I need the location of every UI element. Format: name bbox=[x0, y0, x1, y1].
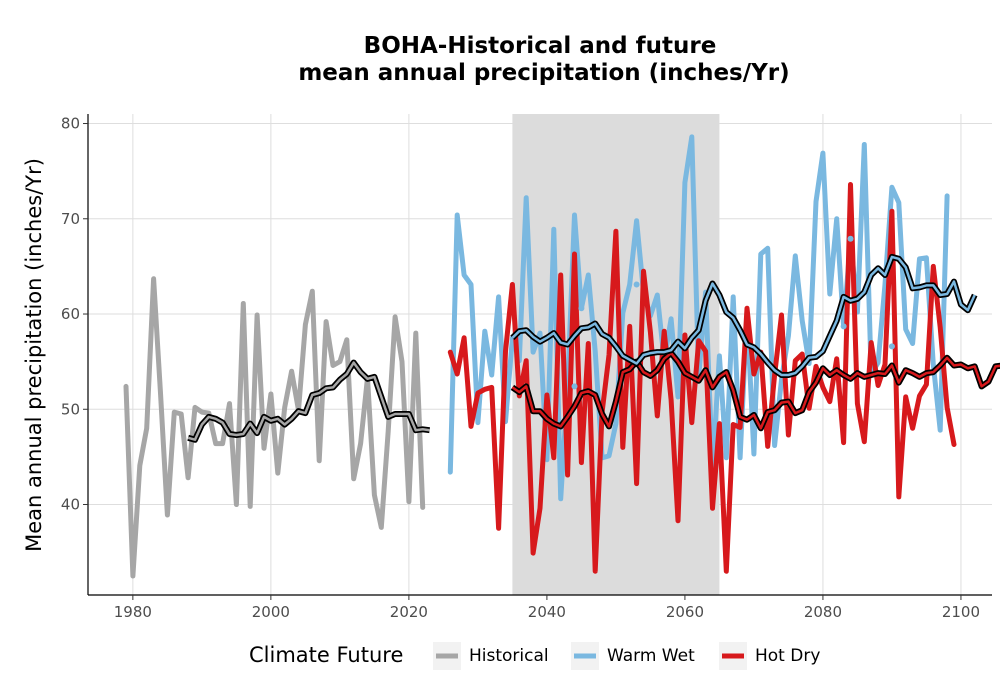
x-tick-label: 2060 bbox=[666, 603, 704, 621]
y-tick-label: 80 bbox=[61, 115, 80, 133]
x-tick-label: 2080 bbox=[804, 603, 842, 621]
plot-area: 1980 2000 2020 2040 2060 2080 2100 40 50 60 70 80 bbox=[61, 114, 1000, 621]
warm-wet-point bbox=[571, 383, 578, 390]
chart-title: BOHA-Historical and future bbox=[364, 33, 717, 59]
y-tick-label: 70 bbox=[61, 210, 80, 228]
warm-wet-point bbox=[633, 281, 640, 288]
smooth-line-hot-dry bbox=[511, 351, 1000, 430]
legend-item-historical: Historical bbox=[433, 642, 549, 670]
series-layer bbox=[123, 134, 1000, 579]
warm-wet-point bbox=[578, 305, 585, 312]
y-ticks: 40 50 60 70 80 bbox=[61, 115, 88, 514]
smooth-line-historical bbox=[187, 361, 430, 441]
legend-title: Climate Future bbox=[249, 643, 403, 667]
legend: Climate Future Historical Warm Wet Hot D… bbox=[249, 642, 820, 670]
chart-subtitle: mean annual precipitation (inches/Yr) bbox=[298, 60, 789, 86]
series-line-hot-dry bbox=[447, 182, 957, 574]
legend-label-warm-wet: Warm Wet bbox=[607, 646, 695, 666]
legend-item-hot-dry: Hot Dry bbox=[719, 642, 820, 670]
x-tick-label: 2000 bbox=[252, 603, 290, 621]
y-tick-label: 60 bbox=[61, 305, 80, 323]
warm-wet-point bbox=[888, 343, 895, 350]
x-tick-label: 2100 bbox=[942, 603, 980, 621]
warm-wet-point bbox=[840, 323, 847, 330]
x-ticks: 1980 2000 2020 2040 2060 2080 2100 bbox=[114, 595, 980, 621]
x-tick-label: 2040 bbox=[528, 603, 566, 621]
warm-wet-points bbox=[571, 235, 895, 390]
y-tick-label: 50 bbox=[61, 400, 80, 418]
x-tick-label: 2020 bbox=[390, 603, 428, 621]
legend-label-hot-dry: Hot Dry bbox=[755, 646, 820, 666]
smooth-line-warm-wet bbox=[511, 255, 976, 377]
warm-wet-point bbox=[847, 235, 854, 242]
x-tick-label: 1980 bbox=[114, 603, 152, 621]
y-tick-label: 40 bbox=[61, 496, 80, 514]
series-line-historical bbox=[123, 276, 426, 579]
legend-label-historical: Historical bbox=[469, 646, 549, 666]
y-axis-label: Mean annual precipitation (inches/Yr) bbox=[22, 158, 46, 552]
legend-item-warm-wet: Warm Wet bbox=[571, 642, 695, 670]
